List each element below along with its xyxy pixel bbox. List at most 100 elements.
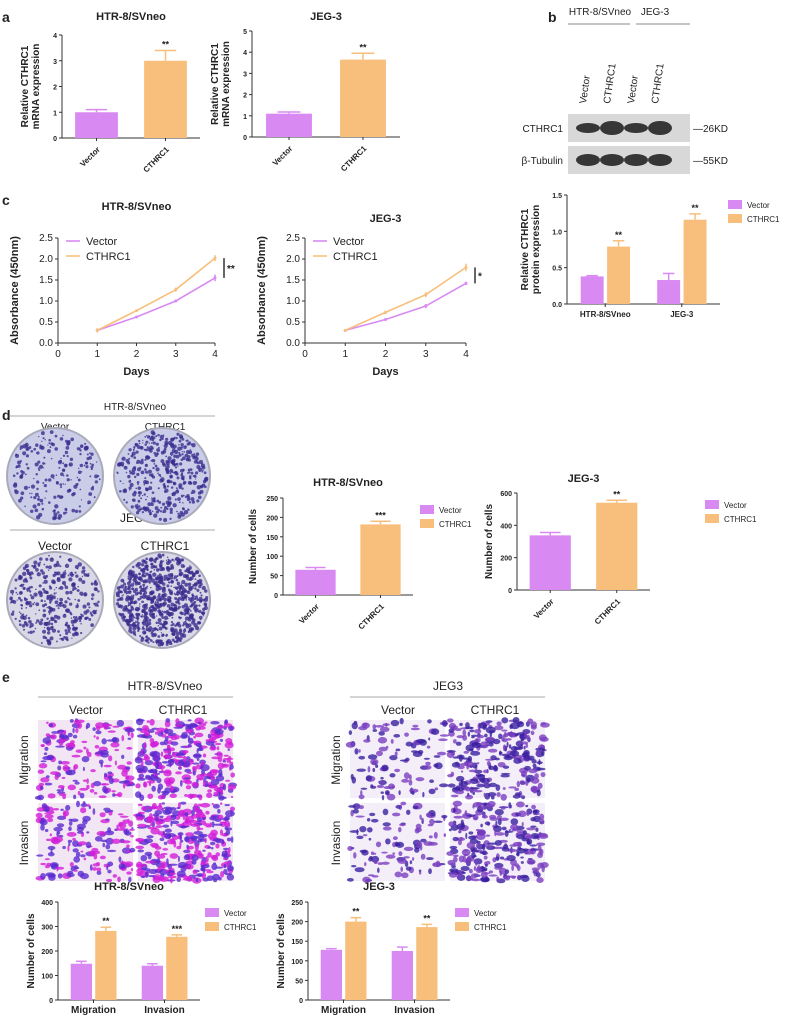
stained-cell — [400, 866, 404, 872]
stained-cell — [356, 828, 359, 836]
stained-cell — [222, 759, 226, 763]
stained-cell — [136, 767, 144, 774]
stained-cell — [83, 857, 87, 861]
x-tick-label: 1 — [342, 349, 348, 360]
colony — [128, 457, 131, 460]
stained-cell — [186, 847, 190, 852]
colony — [125, 471, 128, 474]
colony — [174, 498, 177, 501]
colony — [143, 591, 148, 595]
stained-cell — [163, 728, 174, 734]
y-tick-label: 2.0 — [39, 254, 53, 265]
stained-cell — [134, 756, 143, 764]
stained-cell — [209, 822, 212, 828]
stained-cell — [488, 765, 494, 771]
stained-cell — [194, 849, 201, 856]
bar — [166, 936, 188, 1000]
stained-cell — [508, 802, 512, 809]
colony — [42, 437, 45, 440]
colony — [176, 432, 180, 436]
colony — [94, 474, 99, 479]
colony — [69, 611, 72, 614]
stained-cell — [80, 850, 84, 853]
stained-cell — [161, 760, 169, 764]
colony — [165, 470, 170, 475]
stained-cell — [501, 753, 511, 757]
colony — [181, 592, 185, 597]
colony — [50, 616, 54, 621]
colony — [160, 642, 165, 646]
colony — [168, 466, 170, 468]
colony — [142, 494, 144, 497]
colony — [36, 619, 40, 623]
stained-cell — [65, 742, 76, 748]
stained-cell — [474, 738, 481, 743]
colony — [74, 617, 79, 622]
colony — [29, 576, 33, 580]
colony — [180, 494, 184, 498]
bar — [345, 921, 367, 1000]
significance-marker: ** — [423, 913, 431, 923]
colony — [77, 599, 81, 602]
colony — [71, 627, 76, 631]
stained-cell — [138, 793, 142, 797]
colony — [54, 619, 57, 622]
colony — [166, 584, 170, 588]
stained-cell — [76, 831, 84, 834]
colony — [152, 441, 156, 445]
colony — [198, 574, 201, 578]
colony — [178, 439, 182, 443]
colony — [88, 492, 93, 496]
colony — [167, 440, 173, 446]
stained-cell — [188, 874, 198, 877]
colony — [165, 465, 167, 468]
colony — [161, 567, 165, 570]
stained-cell — [197, 874, 203, 877]
y-tick-label: 1.5 — [552, 193, 562, 200]
stained-cell — [475, 843, 482, 847]
stained-cell — [193, 753, 202, 759]
colony — [44, 478, 48, 482]
colony — [133, 490, 137, 494]
colony — [184, 582, 189, 587]
stained-cell — [448, 871, 458, 878]
colony — [32, 630, 36, 633]
colony — [53, 589, 56, 591]
stained-cell — [462, 871, 466, 875]
series-line-vector — [345, 282, 467, 332]
stained-cell — [142, 725, 149, 731]
colony — [172, 503, 177, 508]
colony — [66, 624, 71, 629]
colony — [152, 641, 155, 644]
colony — [123, 582, 127, 586]
data-point — [174, 299, 178, 303]
y-tick-label: 100 — [291, 959, 303, 966]
colony — [127, 453, 130, 455]
stained-cell — [473, 866, 477, 871]
colony — [137, 628, 140, 631]
significance-marker: ** — [615, 230, 623, 240]
stained-cell — [525, 835, 534, 840]
colony — [74, 564, 80, 570]
colony — [80, 616, 82, 619]
colony — [85, 465, 89, 469]
colony — [147, 447, 151, 452]
y-tick-label: 0.5 — [552, 266, 562, 273]
stained-cell — [124, 727, 135, 733]
stained-cell — [164, 769, 172, 774]
colony — [72, 632, 76, 637]
stained-cell — [540, 772, 546, 778]
stained-cell — [148, 868, 159, 875]
stained-cell — [184, 768, 192, 773]
stained-cell — [210, 854, 217, 860]
stained-cell — [39, 785, 44, 790]
colony — [149, 439, 151, 441]
stained-cell — [382, 826, 392, 831]
colony — [145, 636, 148, 639]
colony — [48, 442, 51, 445]
colony — [179, 632, 182, 635]
colony — [51, 607, 56, 612]
colony — [22, 571, 27, 577]
colony — [169, 507, 173, 512]
